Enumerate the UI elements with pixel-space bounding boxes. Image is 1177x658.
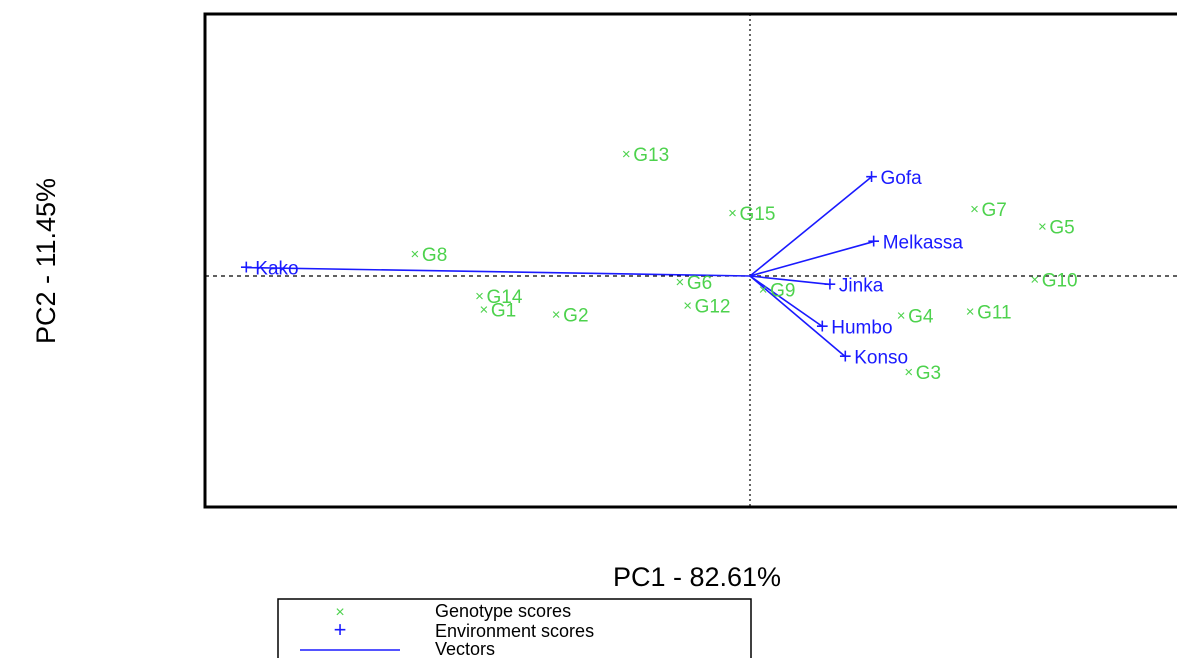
geno-marker-g4: ×	[897, 307, 906, 324]
geno-label-g14: G14	[487, 287, 523, 308]
geno-label-g1: G1	[491, 301, 516, 322]
env-label-jinka: Jinka	[839, 275, 884, 296]
env-marker-konso: +	[839, 344, 852, 369]
vector-konso	[749, 275, 846, 358]
geno-marker-g6: ×	[676, 274, 685, 291]
env-label-melkassa: Melkassa	[883, 233, 964, 254]
vectors-layer	[246, 176, 874, 358]
geno-marker-g1: ×	[480, 302, 489, 319]
vector-gofa	[749, 176, 873, 277]
legend-genotype-label: Genotype scores	[435, 601, 571, 621]
vector-jinka	[749, 275, 831, 286]
geno-label-g5: G5	[1049, 217, 1074, 238]
vector-melkassa	[749, 240, 874, 277]
geno-marker-g7: ×	[970, 201, 979, 218]
env-marker-jinka: +	[824, 271, 837, 296]
legend-environment-label: Environment scores	[435, 621, 594, 641]
geno-marker-g13: ×	[622, 146, 631, 163]
geno-label-g15: G15	[739, 204, 775, 225]
geno-label-g11: G11	[977, 302, 1012, 323]
env-marker-melkassa: +	[867, 229, 880, 254]
env-label-konso: Konso	[854, 348, 908, 369]
env-label-gofa: Gofa	[881, 168, 923, 189]
geno-marker-g10: ×	[1030, 271, 1039, 288]
geno-label-g4: G4	[908, 306, 934, 327]
env-marker-gofa: +	[865, 164, 878, 189]
genotype-scores-layer: × G1 × G2× G3× G4× G5× G6× G7× G8× G9× G10× G11× G12×…	[411, 145, 1078, 384]
geno-marker-g2: ×	[552, 307, 561, 324]
geno-label-g3: G3	[916, 363, 941, 384]
x-axis-label: PC1 - 82.61%	[613, 562, 781, 592]
env-label-humbo: Humbo	[831, 317, 892, 338]
legend: × Genotype scores + Environment scores V…	[277, 598, 752, 658]
y-axis-label: PC2 - 11.45%	[31, 178, 61, 344]
geno-marker-g8: ×	[411, 246, 420, 263]
geno-label-g10: G10	[1042, 270, 1078, 291]
geno-label-g7: G7	[981, 200, 1006, 221]
legend-genotype-symbol: ×	[335, 604, 344, 621]
geno-label-g12: G12	[695, 296, 731, 317]
env-marker-kako: +	[240, 255, 253, 280]
geno-marker-g9: ×	[759, 281, 768, 298]
legend-environment-symbol: +	[334, 617, 347, 642]
geno-label-g9: G9	[770, 280, 795, 301]
geno-marker-g5: ×	[1038, 218, 1047, 235]
geno-label-g6: G6	[687, 273, 712, 294]
vector-humbo	[749, 275, 823, 328]
geno-label-g13: G13	[633, 145, 669, 166]
environment-scores-layer: + Kako+ Gofa+ Melkassa+ Jinka+ Humbo+ Konso	[240, 164, 964, 369]
geno-marker-g3: ×	[904, 364, 913, 381]
geno-label-g8: G8	[422, 245, 447, 266]
geno-marker-g12: ×	[683, 297, 692, 314]
geno-marker-g14: ×	[475, 288, 484, 305]
legend-box	[277, 598, 752, 658]
geno-marker-g15: ×	[728, 205, 737, 222]
plot-frame	[203, 12, 1177, 509]
legend-vector-label: Vectors	[435, 639, 495, 658]
env-label-kako: Kako	[255, 259, 298, 280]
vector-kako	[246, 266, 751, 277]
geno-marker-g11: ×	[966, 303, 975, 320]
env-marker-humbo: +	[816, 313, 829, 338]
geno-label-g2: G2	[563, 306, 588, 327]
